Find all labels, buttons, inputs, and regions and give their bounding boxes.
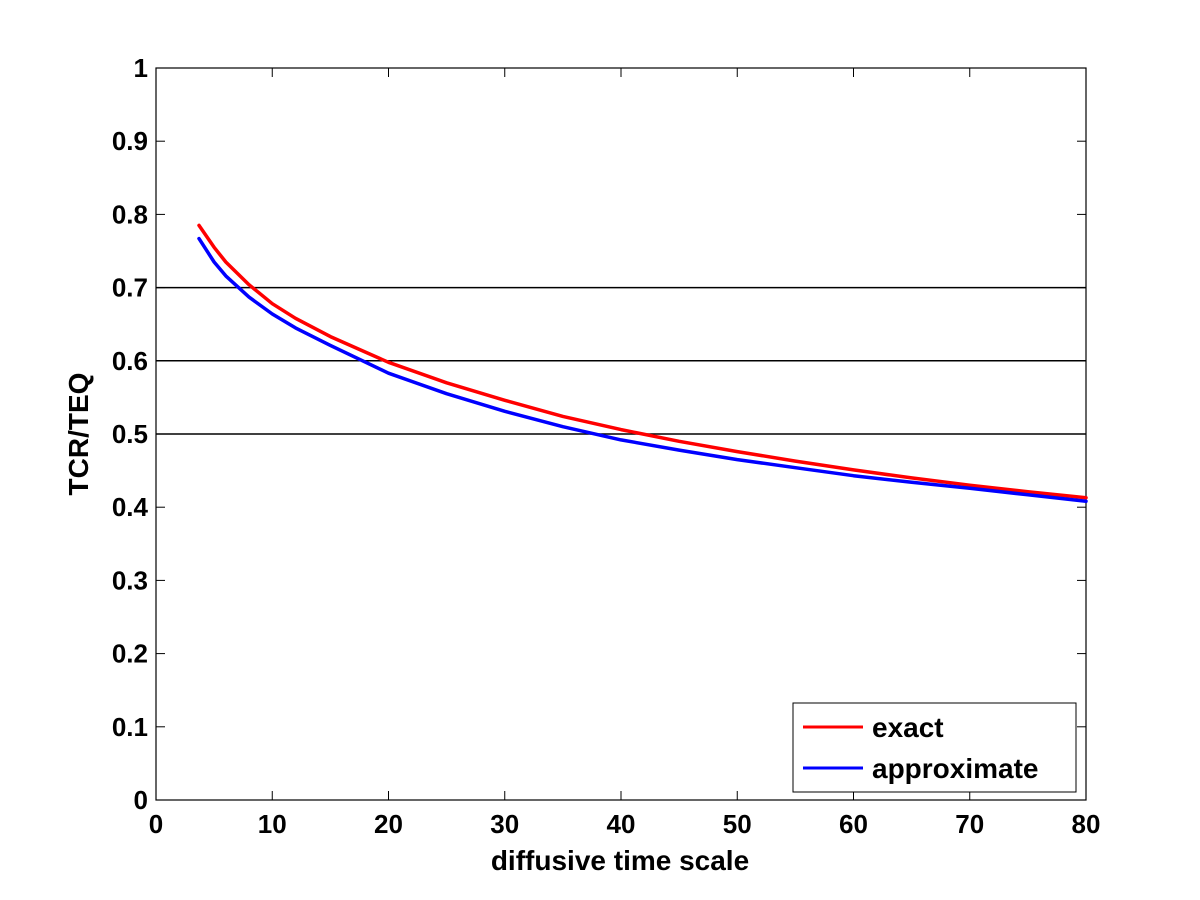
x-tick-label: 70 (955, 809, 984, 839)
x-tick-label: 50 (723, 809, 752, 839)
x-tick-label: 30 (490, 809, 519, 839)
y-tick-label: 0.3 (112, 565, 148, 595)
y-tick-label: 0.2 (112, 639, 148, 669)
y-tick-label: 0.7 (112, 273, 148, 303)
legend-label-exact: exact (872, 712, 944, 743)
y-tick-label: 0.5 (112, 419, 148, 449)
y-tick-label: 0.4 (112, 492, 149, 522)
x-tick-label: 80 (1072, 809, 1101, 839)
x-axis-label: diffusive time scale (491, 845, 749, 876)
x-tick-label: 60 (839, 809, 868, 839)
reference-lines (156, 286, 1086, 435)
y-tick-label: 0.8 (112, 199, 148, 229)
y-tick-label: 0.1 (112, 712, 148, 742)
y-tick-label: 0.6 (112, 346, 148, 376)
legend-box (792, 702, 1077, 793)
x-tick-label: 40 (607, 809, 636, 839)
legend: exact approximate (792, 702, 1077, 793)
y-axis-label: TCR/TEQ (63, 373, 94, 496)
y-tick-label: 0.9 (112, 126, 148, 156)
y-tick-label: 0 (134, 785, 148, 815)
y-tick-label: 1 (134, 53, 148, 83)
x-tick-label: 0 (149, 809, 163, 839)
series-line-approximate (197, 236, 1088, 504)
tick-labels: 0 10 20 30 40 50 60 70 80 0 0.1 0.2 0.3 0.4 0.5 0.6 0.7 0… (112, 53, 1101, 839)
series-line-exact (197, 223, 1088, 500)
x-tick-label: 10 (258, 809, 287, 839)
axis-ticks (155, 67, 1087, 801)
x-tick-label: 20 (374, 809, 403, 839)
legend-label-approximate: approximate (872, 753, 1039, 784)
series-layer (197, 223, 1088, 504)
